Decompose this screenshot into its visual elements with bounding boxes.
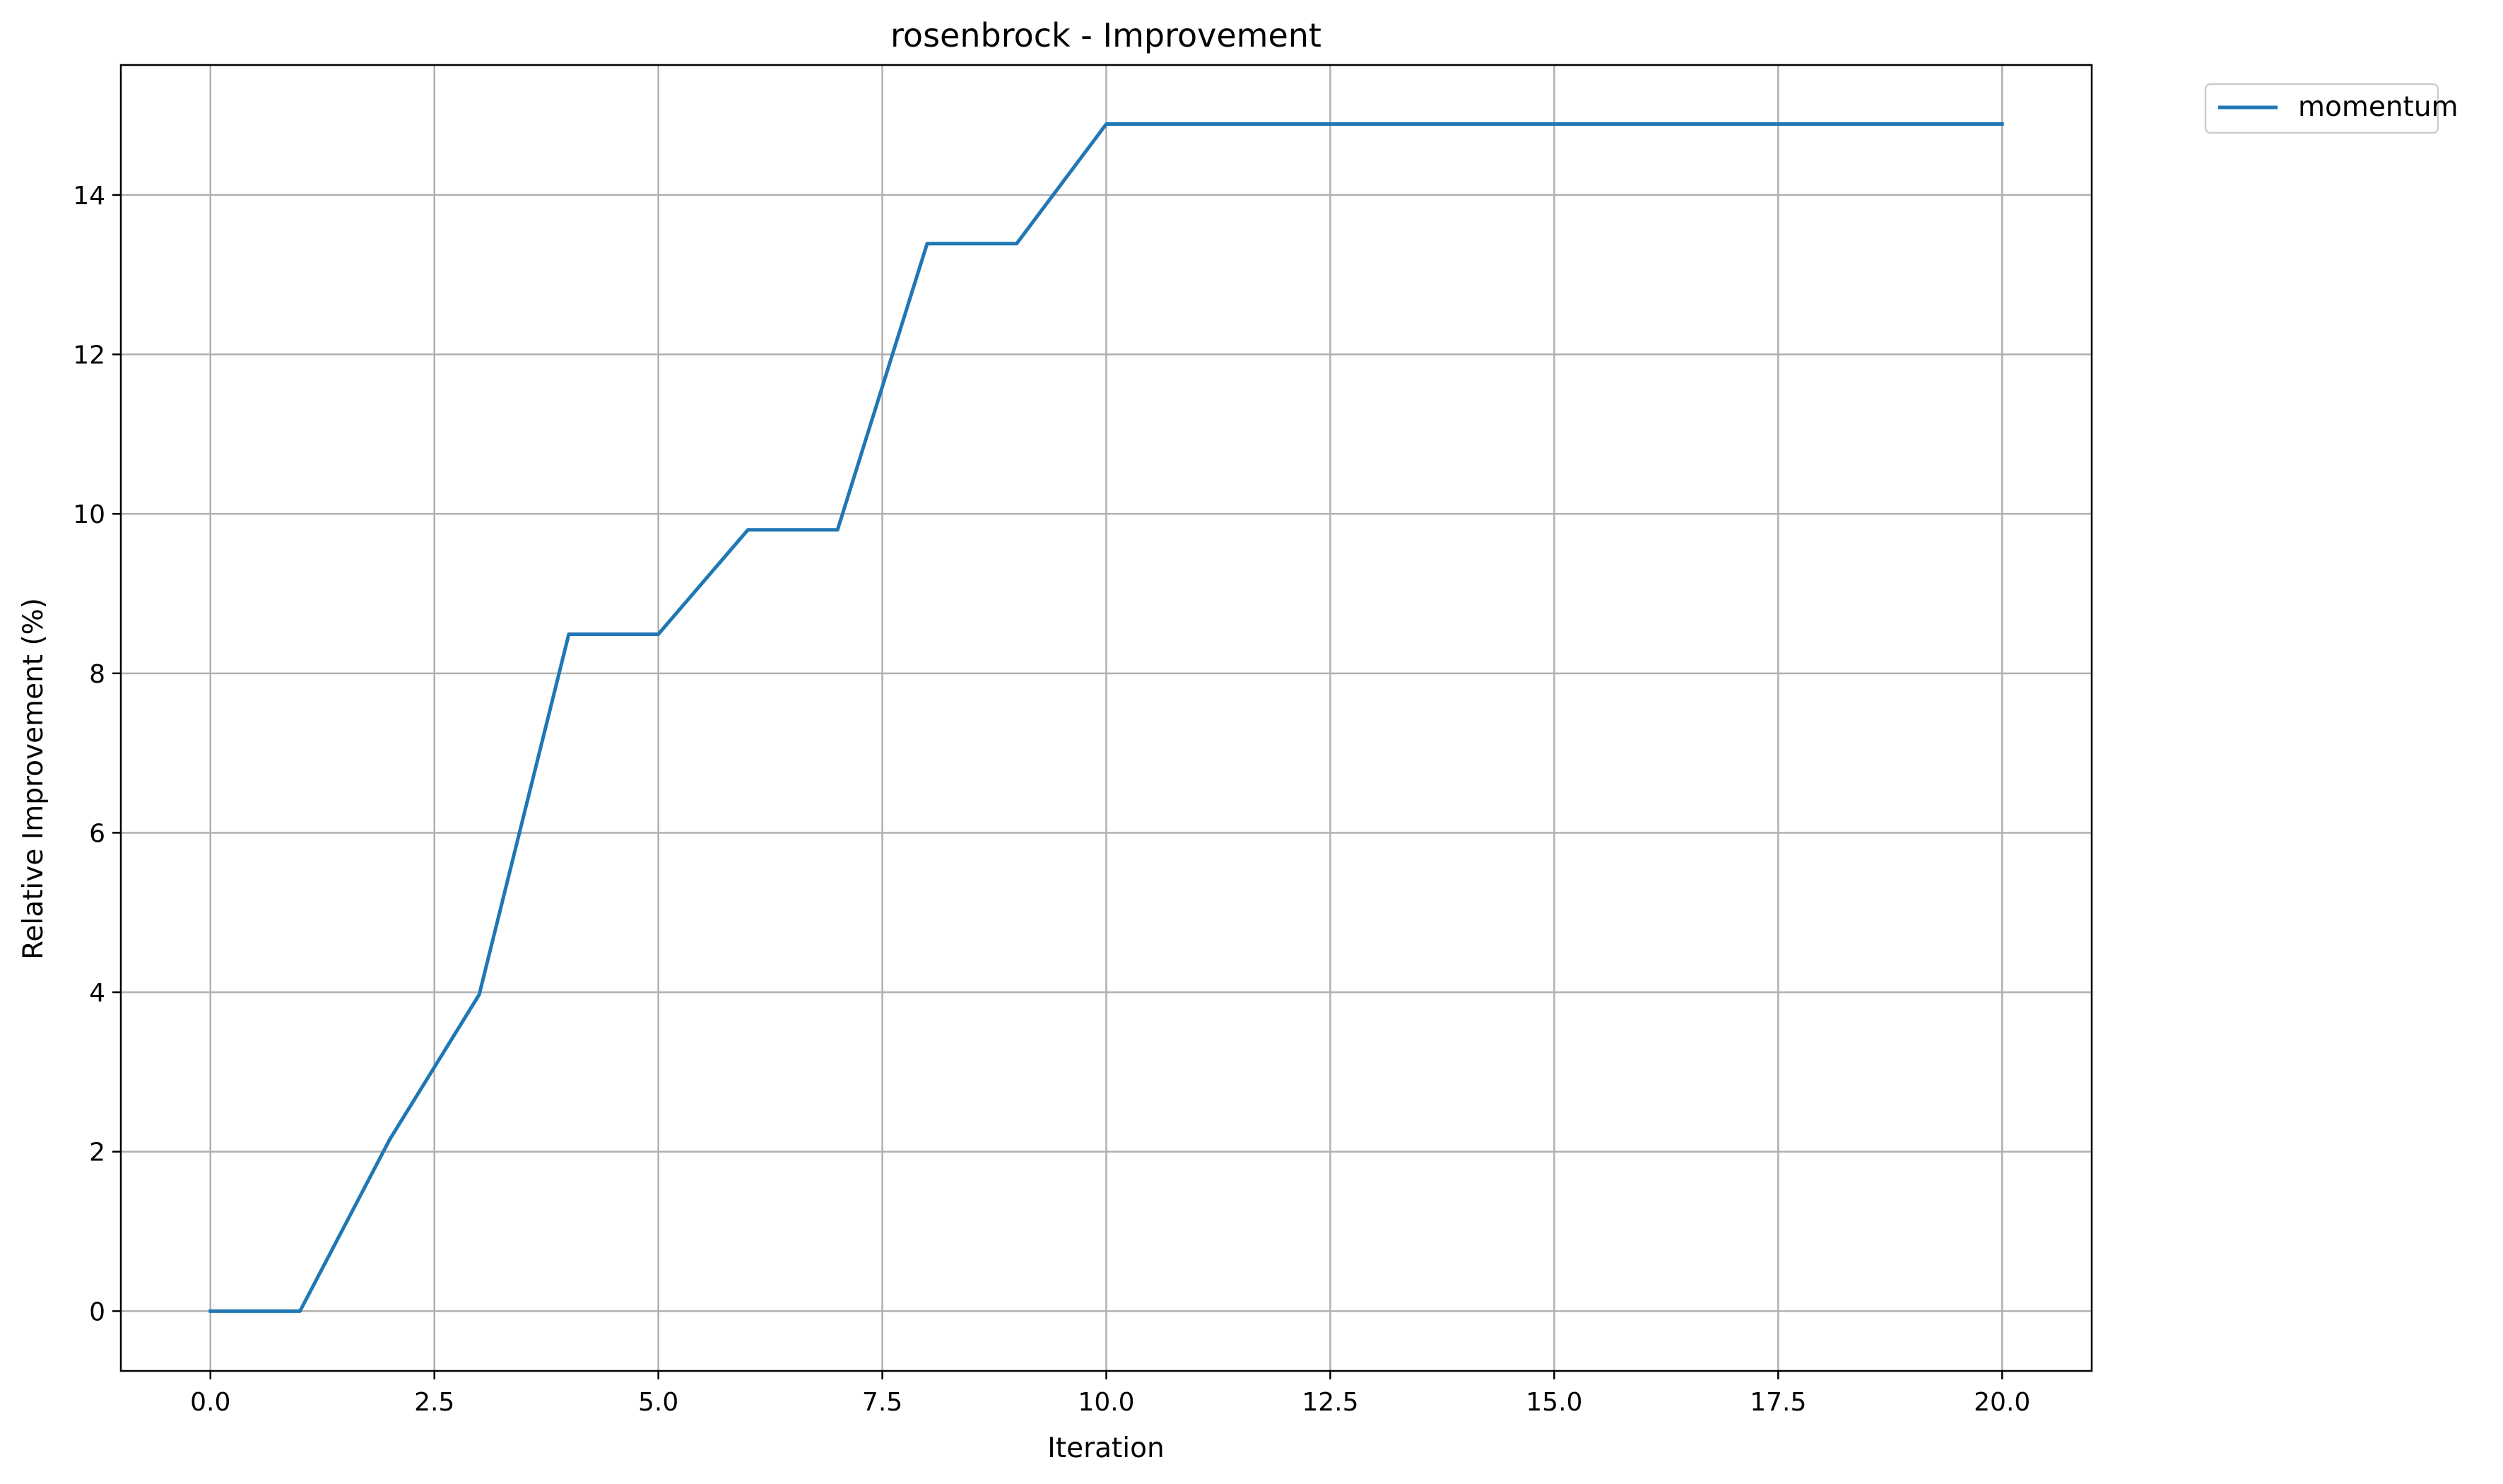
x-tick-label-3: 7.5 [862,1388,902,1417]
y-tick-label-2: 4 [89,979,105,1008]
x-tick-label-5: 12.5 [1302,1388,1358,1417]
chart-title: rosenbrock - Improvement [890,16,1321,54]
x-tick-label-2: 5.0 [638,1388,678,1417]
y-tick-label-0: 0 [89,1297,105,1326]
x-tick-label-8: 20.0 [1974,1388,2030,1417]
x-axis-label: Iteration [1047,1432,1164,1464]
y-tick-label-7: 14 [73,182,105,211]
legend: momentum [2204,83,2458,134]
x-tick-label-4: 10.0 [1078,1388,1134,1417]
x-tick-label-0: 0.0 [190,1388,230,1417]
y-axis-label: Relative Improvement (%) [18,598,49,960]
legend-box [2204,83,2439,134]
y-tick-label-5: 10 [73,500,105,529]
legend-label-momentum: momentum [2298,91,2458,123]
grid [121,65,2092,1371]
axis-ticks: 0.0 2.5 5.0 7.5 10.0 12.5 15.0 17.5 20.0 0 2 4 6 8 10 1… [73,182,2030,1417]
series-layer [208,122,2004,1313]
y-tick-label-1: 2 [89,1138,105,1167]
y-tick-label-3: 6 [89,819,105,848]
x-tick-label-7: 17.5 [1750,1388,1806,1417]
x-tick-label-6: 15.0 [1526,1388,1582,1417]
y-tick-label-6: 12 [73,341,105,370]
y-tick-label-4: 8 [89,660,105,689]
x-tick-label-1: 2.5 [414,1388,454,1417]
